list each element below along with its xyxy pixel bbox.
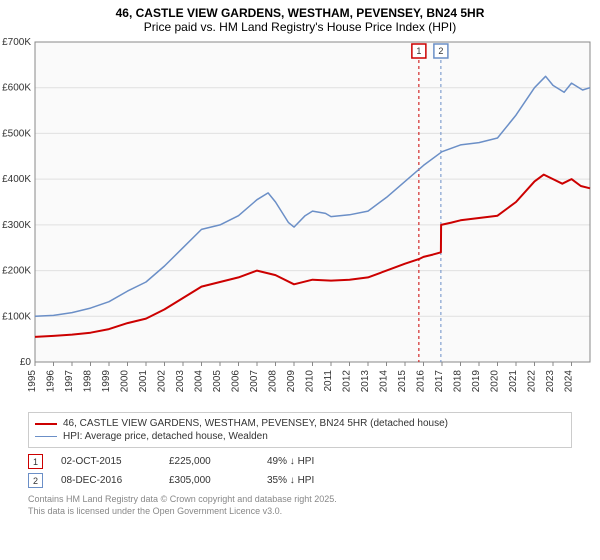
legend-swatch bbox=[35, 436, 57, 437]
y-tick-label: £600K bbox=[2, 83, 31, 94]
x-tick-label: 1998 bbox=[83, 370, 94, 393]
x-tick-label: 2009 bbox=[286, 370, 297, 393]
y-tick-label: £200K bbox=[2, 266, 31, 277]
x-tick-label: 2006 bbox=[231, 370, 242, 393]
x-tick-label: 2005 bbox=[212, 370, 223, 393]
event-date: 02-OCT-2015 bbox=[61, 456, 151, 467]
event-marker-box: 2 bbox=[28, 473, 43, 488]
x-tick-label: 2001 bbox=[138, 370, 149, 393]
legend: 46, CASTLE VIEW GARDENS, WESTHAM, PEVENS… bbox=[28, 412, 572, 448]
event-row: 2 08-DEC-2016 £305,000 35% ↓ HPI bbox=[28, 471, 572, 490]
x-tick-label: 2021 bbox=[508, 370, 519, 393]
x-tick-label: 2024 bbox=[564, 370, 575, 393]
y-tick-label: £500K bbox=[2, 128, 31, 139]
x-tick-label: 2012 bbox=[342, 370, 353, 393]
legend-item: HPI: Average price, detached house, Weal… bbox=[35, 430, 565, 443]
x-tick-label: 1995 bbox=[27, 370, 38, 393]
event-date: 08-DEC-2016 bbox=[61, 475, 151, 486]
events-table: 1 02-OCT-2015 £225,000 49% ↓ HPI 2 08-DEC-201… bbox=[28, 452, 572, 490]
event-price: £225,000 bbox=[169, 456, 249, 467]
x-tick-label: 2014 bbox=[379, 370, 390, 393]
x-tick-label: 2020 bbox=[490, 370, 501, 393]
credits: Contains HM Land Registry data © Crown c… bbox=[28, 494, 572, 517]
x-tick-label: 2000 bbox=[120, 370, 131, 393]
credits-line2: This data is licensed under the Open Gov… bbox=[28, 506, 572, 518]
event-delta: 35% ↓ HPI bbox=[267, 475, 347, 486]
legend-label: 46, CASTLE VIEW GARDENS, WESTHAM, PEVENS… bbox=[63, 418, 448, 429]
x-tick-label: 2016 bbox=[416, 370, 427, 393]
marker-number: 1 bbox=[416, 46, 421, 56]
event-price: £305,000 bbox=[169, 475, 249, 486]
x-tick-label: 1999 bbox=[101, 370, 112, 393]
x-tick-label: 2004 bbox=[194, 370, 205, 393]
credits-line1: Contains HM Land Registry data © Crown c… bbox=[28, 494, 572, 506]
x-tick-label: 2003 bbox=[175, 370, 186, 393]
x-tick-label: 2008 bbox=[268, 370, 279, 393]
legend-item: 46, CASTLE VIEW GARDENS, WESTHAM, PEVENS… bbox=[35, 417, 565, 430]
x-tick-label: 2010 bbox=[305, 370, 316, 393]
x-tick-label: 2017 bbox=[434, 370, 445, 393]
x-tick-label: 2007 bbox=[249, 370, 260, 393]
y-tick-label: £300K bbox=[2, 220, 31, 231]
y-tick-label: £400K bbox=[2, 174, 31, 185]
x-tick-label: 2015 bbox=[397, 370, 408, 393]
x-tick-label: 2013 bbox=[360, 370, 371, 393]
y-tick-label: £0 bbox=[20, 357, 32, 368]
legend-swatch bbox=[35, 423, 57, 425]
y-tick-label: £100K bbox=[2, 311, 31, 322]
x-tick-label: 2022 bbox=[527, 370, 538, 393]
chart-title: 46, CASTLE VIEW GARDENS, WESTHAM, PEVENS… bbox=[10, 6, 590, 20]
marker-number: 2 bbox=[438, 46, 443, 56]
chart-svg: £0 £100K £200K £300K £400K £500K £600K £700K 199… bbox=[0, 36, 600, 406]
x-tick-label: 2018 bbox=[453, 370, 464, 393]
x-tick-label: 2002 bbox=[157, 370, 168, 393]
x-tick-label: 1997 bbox=[64, 370, 75, 393]
plot-bg bbox=[35, 42, 590, 362]
event-marker-box: 1 bbox=[28, 454, 43, 469]
event-delta: 49% ↓ HPI bbox=[267, 456, 347, 467]
x-tick-label: 2011 bbox=[323, 370, 334, 392]
chart-subtitle: Price paid vs. HM Land Registry's House … bbox=[10, 20, 590, 34]
x-tick-label: 1996 bbox=[46, 370, 57, 393]
legend-label: HPI: Average price, detached house, Weal… bbox=[63, 431, 268, 442]
chart-area: £0 £100K £200K £300K £400K £500K £600K £700K 199… bbox=[0, 36, 600, 406]
y-tick-label: £700K bbox=[2, 37, 31, 48]
titles: 46, CASTLE VIEW GARDENS, WESTHAM, PEVENS… bbox=[0, 0, 600, 36]
x-tick-label: 2023 bbox=[545, 370, 556, 393]
event-row: 1 02-OCT-2015 £225,000 49% ↓ HPI bbox=[28, 452, 572, 471]
x-tick-label: 2019 bbox=[471, 370, 482, 393]
chart-container: 46, CASTLE VIEW GARDENS, WESTHAM, PEVENS… bbox=[0, 0, 600, 517]
